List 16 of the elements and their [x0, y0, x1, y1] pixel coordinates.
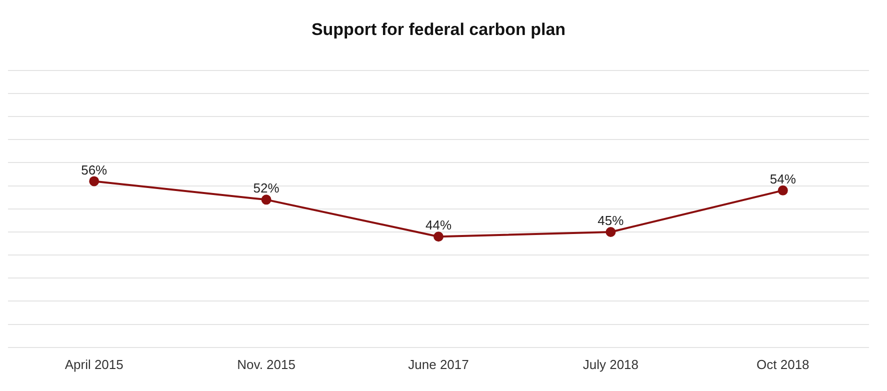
point — [89, 176, 100, 186]
x-tick-label: April 2015 — [64, 356, 124, 372]
x-tick-label: Oct 2018 — [756, 356, 810, 372]
data-label: 54% — [770, 172, 796, 187]
point — [261, 194, 272, 205]
data-label: 45% — [598, 213, 624, 228]
data-label: 44% — [425, 218, 452, 233]
x-tick-label: Nov. 2015 — [237, 356, 296, 372]
x-tick-label: July 2018 — [582, 356, 639, 372]
point — [606, 226, 616, 237]
x-tick-label: June 2017 — [408, 356, 469, 372]
data-label: 52% — [253, 180, 280, 196]
chart-title: Support for federal carbon plan — [311, 20, 566, 39]
data-label: 56% — [81, 162, 108, 178]
point — [434, 232, 444, 242]
point — [778, 185, 788, 196]
